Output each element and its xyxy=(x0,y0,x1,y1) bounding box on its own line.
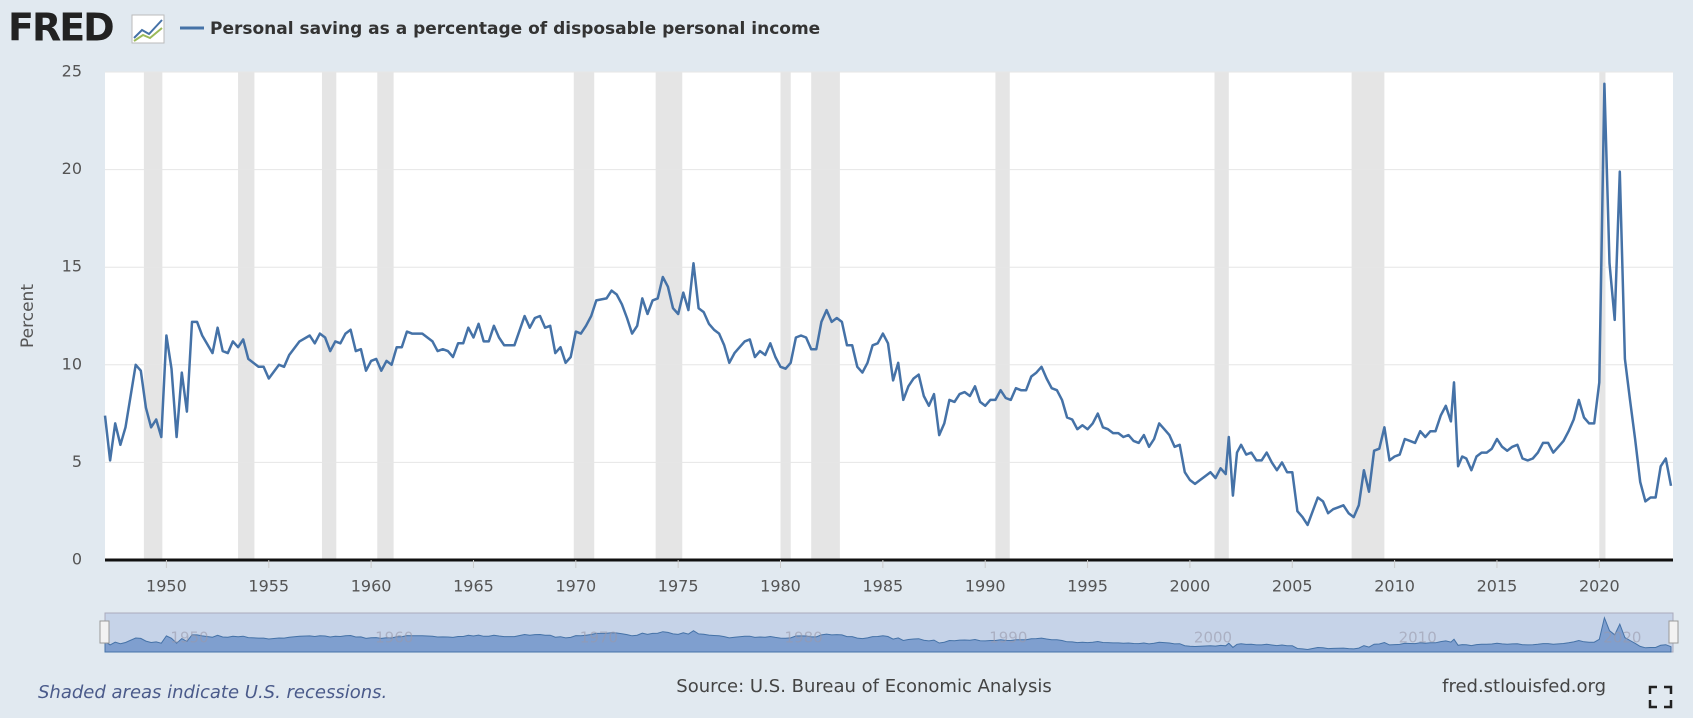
logo: FRED xyxy=(8,6,113,50)
y-tick-label: 20 xyxy=(62,159,82,178)
recession-note: Shaded areas indicate U.S. recessions. xyxy=(38,682,387,703)
y-axis-label: Percent xyxy=(18,284,38,348)
y-tick-label: 25 xyxy=(62,62,82,81)
y-tick-label: 5 xyxy=(72,452,82,471)
x-tick-label: 1985 xyxy=(862,577,903,596)
recession-band xyxy=(780,72,791,560)
x-tick-label: 2015 xyxy=(1477,577,1518,596)
x-tick-label: 2005 xyxy=(1272,577,1313,596)
navigator-tick-label: 2010 xyxy=(1399,629,1437,647)
navigator-tick-label: 1960 xyxy=(375,629,413,647)
x-tick-label: 1955 xyxy=(248,577,289,596)
x-tick-label: 2010 xyxy=(1374,577,1415,596)
x-tick-label: 1960 xyxy=(351,577,392,596)
navigator-tick-label: 2000 xyxy=(1194,629,1232,647)
x-tick-label: 1995 xyxy=(1067,577,1108,596)
y-tick-label: 15 xyxy=(62,257,82,276)
recession-band xyxy=(1214,72,1229,560)
navigator-tick-label: 1990 xyxy=(989,629,1027,647)
logo-icon xyxy=(131,14,165,44)
recession-band xyxy=(143,72,163,560)
source: Source: U.S. Bureau of Economic Analysis xyxy=(676,676,1051,697)
recession-band xyxy=(573,72,595,560)
recession-band xyxy=(1351,72,1385,560)
y-tick-label: 10 xyxy=(62,354,82,373)
recession-band xyxy=(995,72,1010,560)
recession-band xyxy=(1599,72,1606,560)
navigator-tick-label: 1950 xyxy=(170,629,208,647)
navigator-handle[interactable] xyxy=(99,620,110,644)
y-tick-label: 0 xyxy=(72,550,82,569)
recession-band xyxy=(655,72,683,560)
x-tick-label: 1990 xyxy=(965,577,1006,596)
x-tick-label: 1975 xyxy=(658,577,699,596)
navigator-area xyxy=(104,616,1672,653)
recession-band xyxy=(238,72,255,560)
x-tick-label: 1980 xyxy=(760,577,801,596)
fullscreen-icon[interactable] xyxy=(1648,685,1673,709)
recession-band xyxy=(321,72,337,560)
navigator-tick-label: 1970 xyxy=(580,629,618,647)
x-tick-label: 1950 xyxy=(146,577,187,596)
x-tick-label: 2000 xyxy=(1170,577,1211,596)
recession-band xyxy=(811,72,840,560)
x-tick-label: 1965 xyxy=(453,577,494,596)
recession-band xyxy=(377,72,394,560)
site-link[interactable]: fred.stlouisfed.org xyxy=(1442,676,1606,697)
x-tick-label: 2020 xyxy=(1579,577,1620,596)
navigator-tick-label: 2020 xyxy=(1603,629,1641,647)
navigator-handle[interactable] xyxy=(1668,620,1679,644)
x-tick-label: 1970 xyxy=(555,577,596,596)
series-line xyxy=(103,82,1673,527)
legend-label: Personal saving as a percentage of dispo… xyxy=(210,19,820,39)
navigator-tick-label: 1980 xyxy=(785,629,823,647)
plot-area xyxy=(105,72,1673,560)
